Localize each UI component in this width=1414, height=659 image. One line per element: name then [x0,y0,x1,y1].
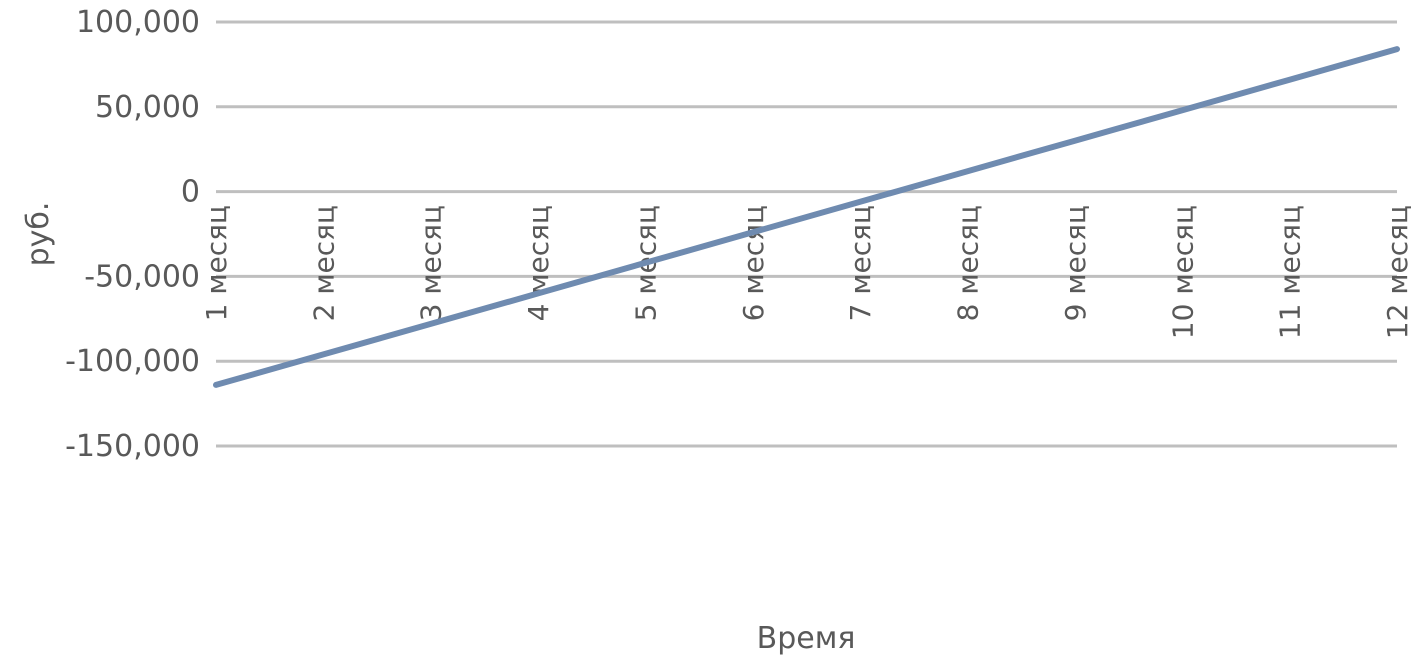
x-tick-label: 3 месяц [415,205,448,321]
y-tick-label: 100,000 [76,5,200,40]
x-tick-label: 10 месяц [1166,205,1199,339]
x-tick-label: 2 месяц [307,205,340,321]
x-tick-label: 1 месяц [200,205,233,321]
y-tick-label: 50,000 [95,90,200,125]
x-tick-labels: 1 месяц 2 месяц 3 месяц 4 месяц 5 месяц 6 мес… [200,205,1414,339]
gridlines [216,20,1397,448]
y-axis-title: руб. [21,202,56,267]
y-tick-label: -150,000 [65,429,200,464]
y-tick-label: -100,000 [65,344,200,379]
series-layer [213,46,1400,388]
x-tick-label: 11 месяц [1274,205,1307,339]
x-tick-label: 6 месяц [737,205,770,321]
x-axis-title: Время [757,621,856,656]
x-tick-label: 9 месяц [1059,205,1092,321]
y-tick-label: 0 [181,175,200,210]
y-tick-labels: 100,000 50,000 0 -50,000 -100,000 -150,000 [65,5,200,464]
y-tick-label: -50,000 [84,259,200,294]
x-tick-label: 7 месяц [844,205,877,321]
series-line [213,46,1400,388]
x-tick-label: 12 месяц [1381,205,1414,339]
x-tick-label: 8 месяц [952,205,985,321]
x-tick-label: 4 месяц [522,205,555,321]
